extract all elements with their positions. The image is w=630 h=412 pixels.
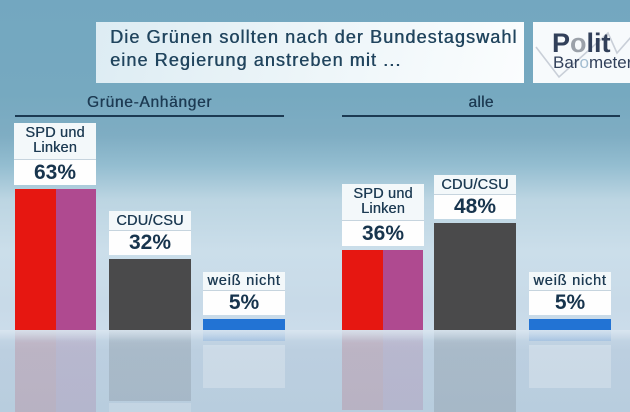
- svg-text:Polit: Polit: [552, 28, 611, 58]
- svg-text:Barometer: Barometer: [553, 53, 630, 72]
